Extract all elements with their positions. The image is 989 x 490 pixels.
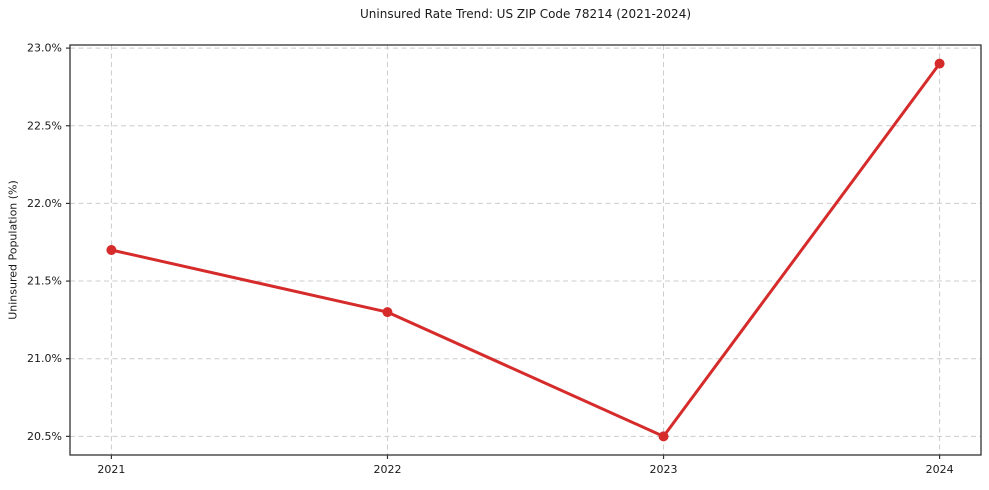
y-tick-label: 22.5% <box>27 119 62 132</box>
y-tick-label: 23.0% <box>27 42 62 55</box>
y-tick-label: 21.0% <box>27 352 62 365</box>
y-tick-label: 22.0% <box>27 197 62 210</box>
data-point <box>106 245 117 255</box>
y-tick-label: 21.5% <box>27 275 62 288</box>
data-point <box>934 58 945 69</box>
x-tick-label: 2024 <box>926 463 954 476</box>
trend-line <box>109 62 942 438</box>
chart-title: Uninsured Rate Trend: US ZIP Code 78214 … <box>359 7 692 21</box>
plot-border <box>69 44 982 456</box>
x-tick-label: 2022 <box>373 463 401 476</box>
y-tick-label: 20.5% <box>27 430 62 443</box>
data-point <box>382 307 393 318</box>
data-point <box>658 431 669 442</box>
x-tick-label: 2023 <box>650 463 678 476</box>
x-tick-label: 2021 <box>97 463 125 476</box>
